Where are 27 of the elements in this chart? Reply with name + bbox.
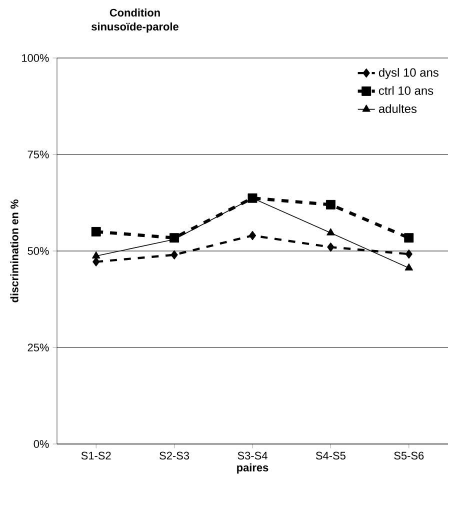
point [91,226,101,236]
point [327,242,334,252]
x-axis-title: paires [237,463,268,474]
point [170,250,178,260]
x-tick-label: S5-S6 [394,452,424,460]
y-tick-label: 50% [28,247,49,255]
y-tick-label: 25% [28,344,49,352]
point [326,200,336,210]
legend-label: adultes [378,104,417,113]
y-axis-title: discrimination en % [10,200,18,302]
point [405,249,413,259]
point [92,251,100,258]
y-tick-label: 75% [28,150,49,158]
x-tick-label: S4-S5 [316,452,346,460]
y-tick-label: 100% [22,54,49,62]
point [92,257,100,267]
x-tick-label: S1-S2 [81,452,111,460]
legend-label: ctrl 10 ans [378,86,434,95]
point [404,263,414,270]
point [248,230,256,240]
point [404,233,414,243]
x-tick-label: S3-S4 [238,452,268,460]
legend-label: dysl 10 ans [378,68,438,80]
y-tick-label: 0% [34,440,49,448]
x-tick-label: S2-S3 [160,452,190,460]
point [326,228,335,236]
chart-title: Condition sinusoïde-parole [92,8,178,33]
